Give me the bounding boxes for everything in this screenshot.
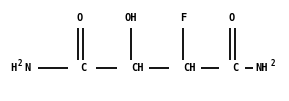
Text: CH: CH xyxy=(131,63,144,73)
Text: C: C xyxy=(80,63,86,73)
Text: O: O xyxy=(229,13,235,23)
Text: O: O xyxy=(77,13,83,23)
Text: C: C xyxy=(232,63,238,73)
Text: F: F xyxy=(180,13,186,23)
Text: OH: OH xyxy=(125,13,137,23)
Text: NH: NH xyxy=(255,63,268,73)
Text: CH: CH xyxy=(183,63,195,73)
Text: 2: 2 xyxy=(18,58,23,67)
Text: N: N xyxy=(24,63,30,73)
Text: H: H xyxy=(10,63,16,73)
Text: 2: 2 xyxy=(271,58,276,67)
